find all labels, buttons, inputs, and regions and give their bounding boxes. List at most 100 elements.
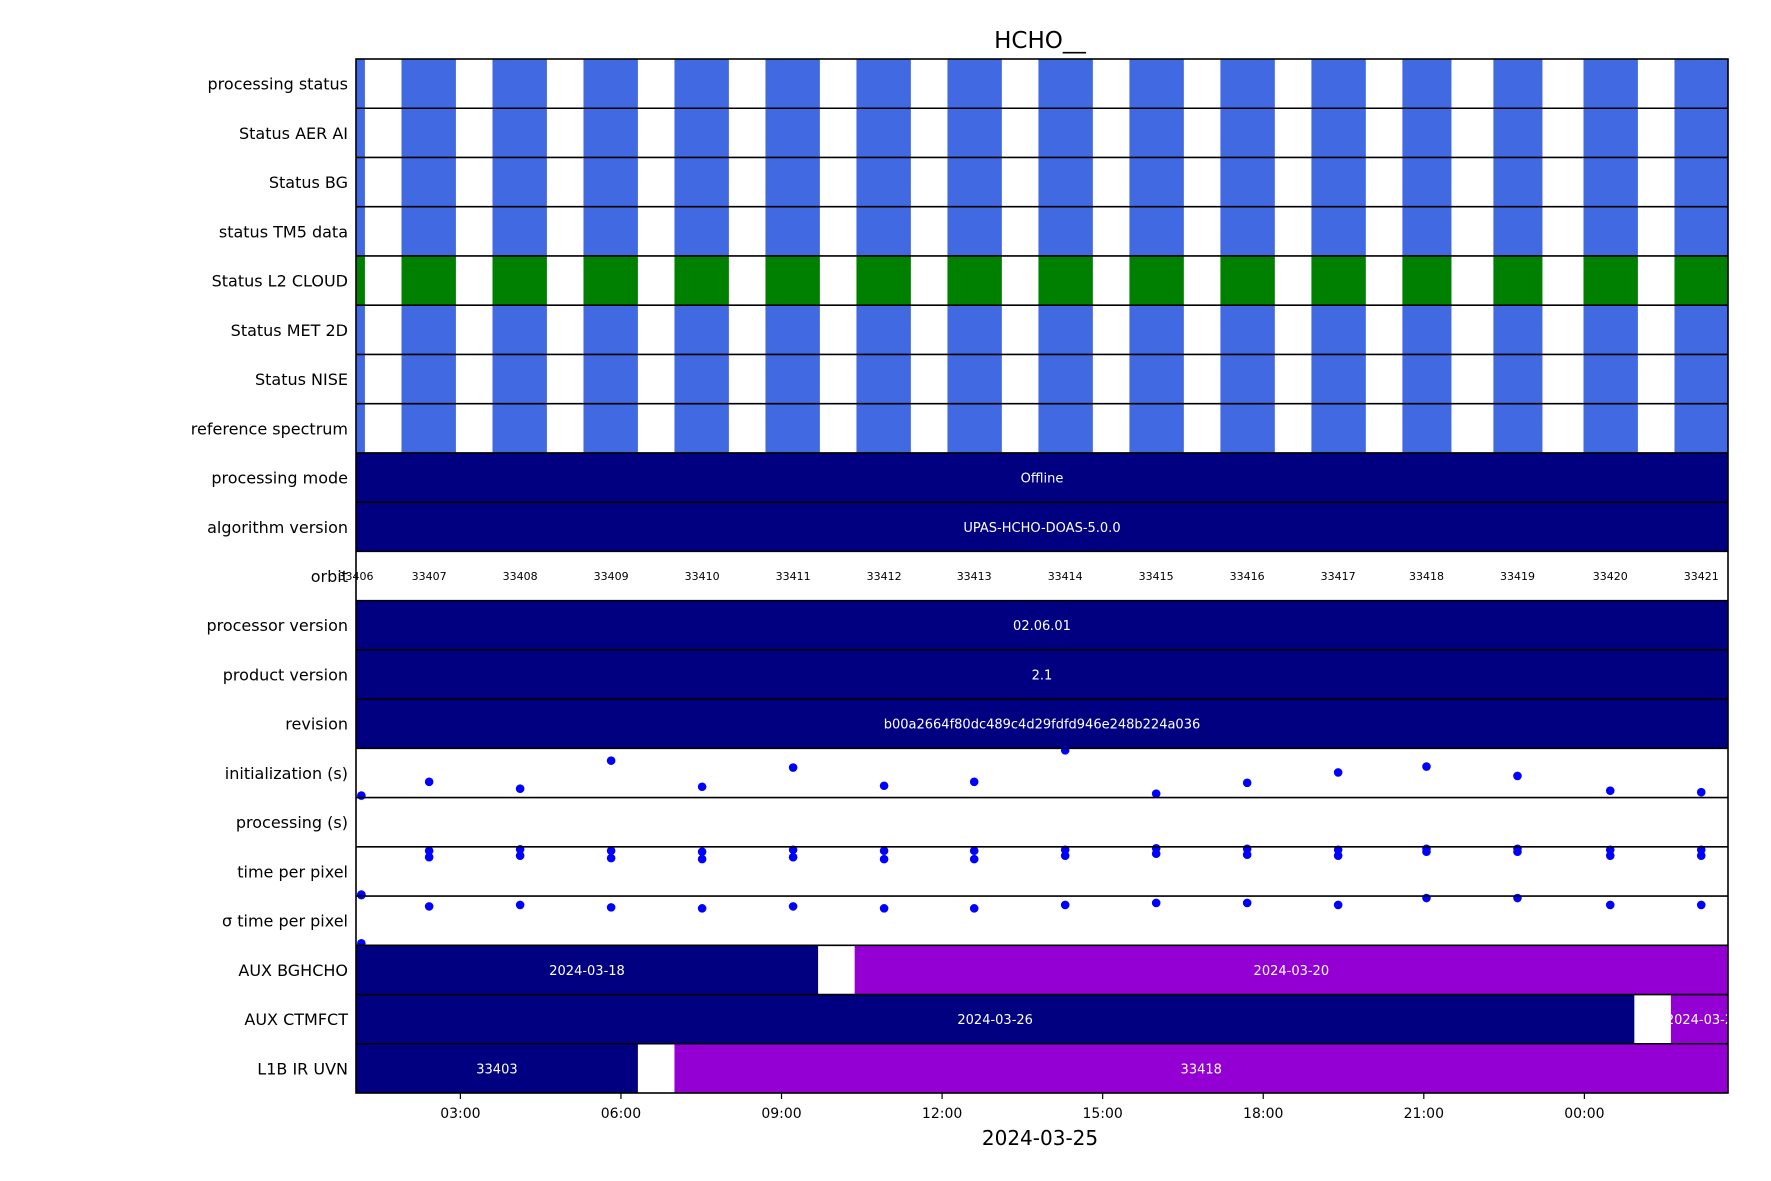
plot-frame xyxy=(355,58,1729,1094)
status-block xyxy=(674,157,729,207)
segment-bar xyxy=(1670,994,1728,1044)
x-tick-label: 15:00 xyxy=(1082,1106,1122,1122)
status-block xyxy=(1583,255,1638,306)
row-9: UPAS-HCHO-DOAS-5.0.0 xyxy=(356,502,1728,552)
status-block xyxy=(1038,59,1093,109)
data-point xyxy=(1333,900,1343,910)
status-block xyxy=(856,255,911,306)
status-block xyxy=(1493,206,1543,256)
data-point xyxy=(1242,898,1252,908)
segment-bar xyxy=(356,502,1728,552)
status-block xyxy=(856,403,911,453)
data-point xyxy=(969,846,979,856)
data-point xyxy=(1422,893,1431,903)
status-block xyxy=(356,354,365,404)
status-block xyxy=(1402,206,1452,256)
data-point xyxy=(515,851,525,860)
status-block xyxy=(1038,206,1093,256)
status-block xyxy=(1129,403,1184,453)
row-13: b00a2664f80dc489c4d29fdfd946e248b224a036 xyxy=(356,699,1728,749)
data-point xyxy=(879,904,889,913)
data-point xyxy=(697,904,707,913)
status-block xyxy=(1402,354,1452,404)
row-labels: processing status Status AER AI Status BG s… xyxy=(191,75,348,1079)
segment-bar xyxy=(854,945,1728,995)
row-label: processing status xyxy=(208,75,348,94)
orbit-label: 33415 xyxy=(1139,570,1174,583)
segment-label: 2024-03-18 xyxy=(549,964,625,979)
status-block xyxy=(947,403,1002,453)
status-block xyxy=(1402,305,1452,355)
row-label: reference spectrum xyxy=(191,419,348,438)
x-tick-label: 09:00 xyxy=(761,1106,801,1122)
status-block xyxy=(1220,305,1275,355)
data-point xyxy=(357,791,366,800)
status-block xyxy=(356,255,365,306)
row-label: processing (s) xyxy=(236,813,348,832)
data-point xyxy=(1513,771,1522,781)
status-block xyxy=(765,59,820,109)
status-block xyxy=(856,157,911,207)
status-block xyxy=(1493,59,1543,109)
status-block xyxy=(1038,305,1093,355)
status-block xyxy=(1038,255,1093,306)
status-block xyxy=(492,403,547,453)
status-block xyxy=(1493,157,1543,207)
segment-bar xyxy=(356,1043,638,1093)
data-point xyxy=(1151,789,1161,798)
status-block xyxy=(1311,403,1366,453)
status-block xyxy=(583,206,638,256)
status-block xyxy=(1402,59,1452,109)
status-block xyxy=(1129,305,1184,355)
data-point xyxy=(969,777,979,787)
data-point xyxy=(606,846,616,856)
data-point xyxy=(1605,845,1615,855)
data-point xyxy=(606,756,616,765)
segment-label: 33418 xyxy=(1181,1062,1222,1077)
status-block xyxy=(1493,354,1543,404)
status-block xyxy=(1674,354,1728,404)
data-point xyxy=(1151,849,1161,859)
status-block xyxy=(1674,157,1728,207)
segment-label: 02.06.01 xyxy=(1013,619,1071,634)
x-tick-label: 12:00 xyxy=(922,1106,962,1122)
data-point xyxy=(969,904,979,913)
orbit-label: 33408 xyxy=(503,570,538,583)
data-point xyxy=(1422,844,1431,854)
status-block xyxy=(856,108,911,158)
segment-bar xyxy=(674,1043,1728,1093)
row-label: status TM5 data xyxy=(219,222,348,241)
x-tick-label: 03:00 xyxy=(440,1106,480,1122)
status-block xyxy=(1674,403,1728,453)
data-point xyxy=(1696,787,1706,797)
row-1 xyxy=(356,108,1728,158)
data-point xyxy=(1422,762,1431,771)
status-block xyxy=(583,157,638,207)
status-block xyxy=(583,403,638,453)
row-label: orbit xyxy=(311,567,348,586)
status-block xyxy=(492,305,547,355)
status-block xyxy=(1038,354,1093,404)
status-block xyxy=(1493,305,1543,355)
data-point xyxy=(424,852,434,862)
status-block xyxy=(856,59,911,109)
status-block xyxy=(856,206,911,256)
status-block xyxy=(856,354,911,404)
status-block xyxy=(947,354,1002,404)
status-block xyxy=(765,354,820,404)
data-point xyxy=(969,854,979,864)
row-3 xyxy=(356,206,1728,256)
row-label: processing mode xyxy=(211,469,348,488)
data-point xyxy=(1060,746,1070,755)
row-5 xyxy=(356,305,1728,355)
data-point xyxy=(1242,850,1252,859)
row-10: 33406 33407 33408 33409 33410 33411 33412 33413… xyxy=(339,570,1719,583)
status-block xyxy=(492,354,547,404)
segment-label: UPAS-HCHO-DOAS-5.0.0 xyxy=(963,521,1120,536)
status-block xyxy=(356,305,365,355)
segment-bar xyxy=(356,649,1728,700)
status-block xyxy=(1311,305,1366,355)
status-block xyxy=(1311,108,1366,158)
